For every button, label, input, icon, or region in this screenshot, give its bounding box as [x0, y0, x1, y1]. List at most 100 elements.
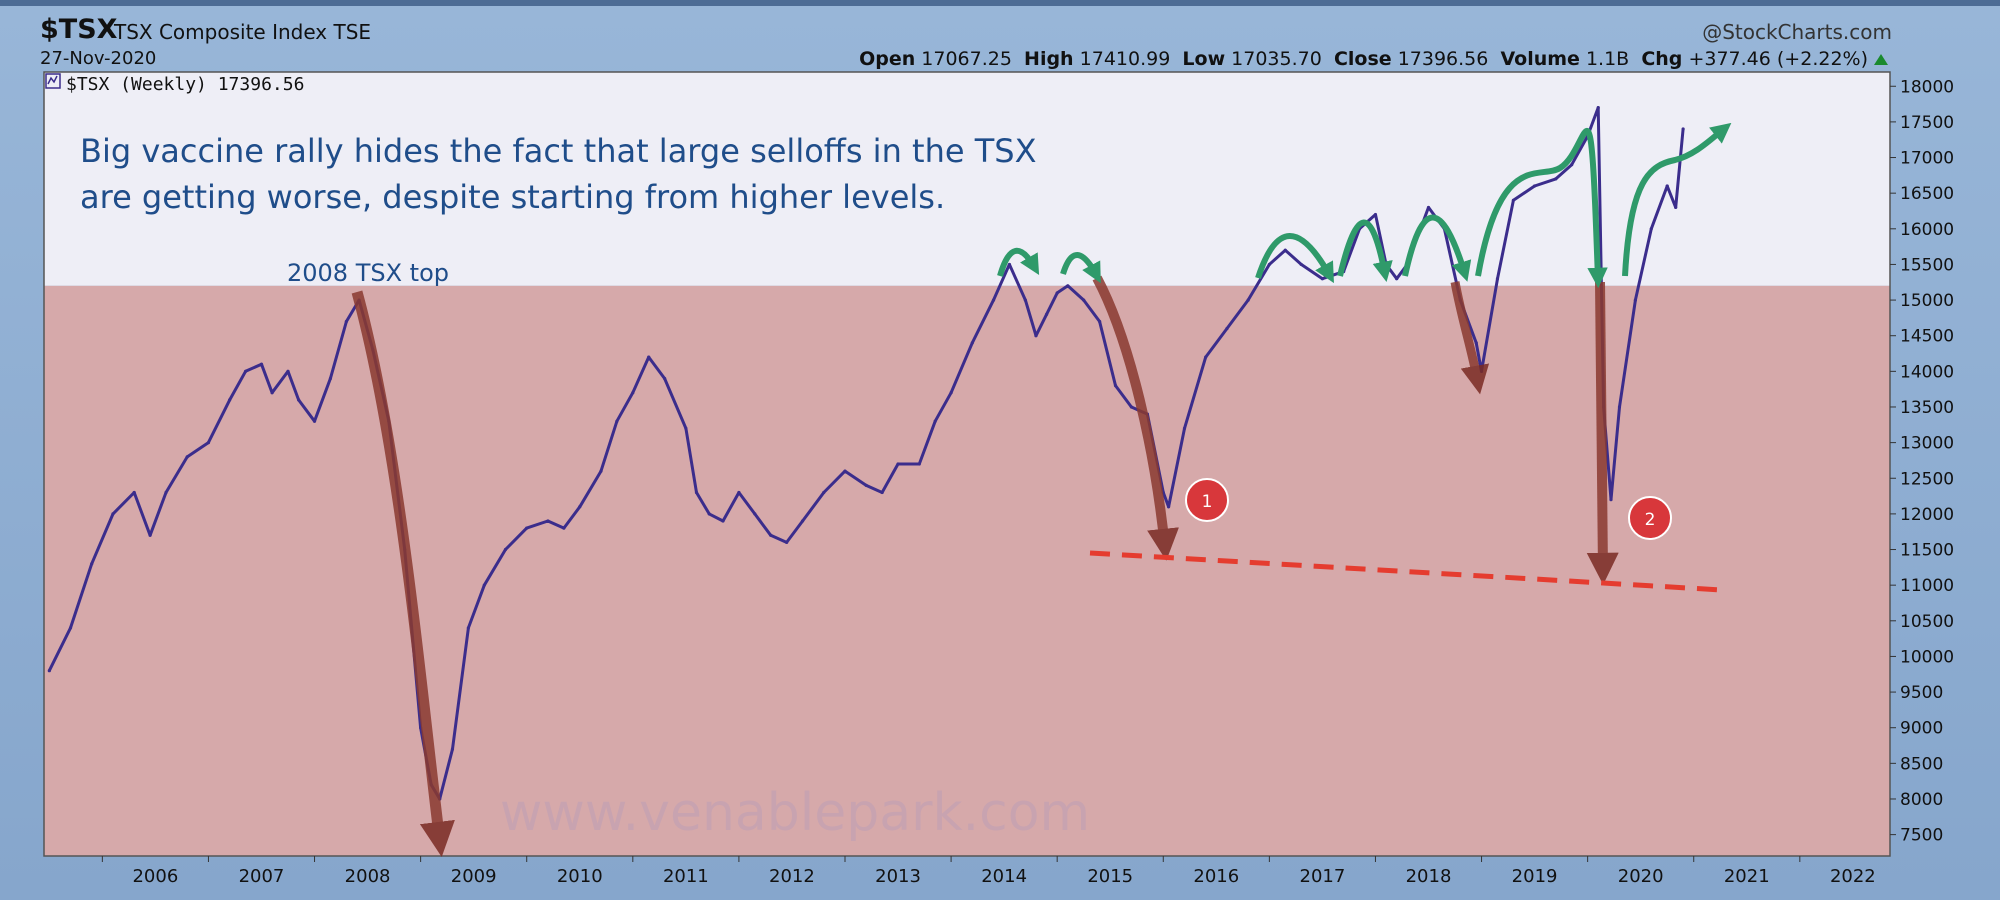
close-label: Close	[1333, 48, 1392, 70]
price-point	[270, 391, 274, 395]
price-point	[800, 519, 805, 523]
y-tick-label: 9000	[1900, 719, 1943, 739]
window-top-strip	[0, 0, 2000, 6]
price-point	[1681, 127, 1685, 131]
price-point	[663, 376, 667, 381]
price-point	[1511, 198, 1515, 202]
callout-2-badge	[1628, 496, 1672, 540]
price-point	[1320, 277, 1325, 281]
shaded-band	[44, 285, 1890, 856]
price-point	[917, 462, 921, 466]
price-point	[1633, 298, 1637, 302]
ohlc-bar: Open 17067.25 High 17410.99 Low 17035.70…	[700, 48, 1868, 70]
price-point	[228, 398, 232, 402]
x-tick-label: 2017	[1300, 866, 1346, 887]
price-point	[1267, 262, 1271, 267]
annotations: 1 2	[351, 122, 1732, 857]
price-point	[1570, 163, 1574, 167]
price-point	[647, 355, 651, 359]
callout-2-label: 2	[1645, 510, 1656, 530]
price-point	[684, 426, 688, 430]
up-arrow-icon	[1874, 54, 1888, 65]
volume-label: Volume	[1500, 48, 1580, 70]
y-tick-label: 8000	[1900, 790, 1943, 810]
high-label: High	[1024, 48, 1074, 70]
x-axis: 2006 2007 2008 2009 2010 2011 2012 2013 2014 2015…	[101, 856, 1876, 887]
price-point	[1007, 262, 1012, 267]
y-tick-label: 8500	[1900, 754, 1943, 774]
low-value: 17035.70	[1231, 48, 1322, 70]
x-tick-label: 2007	[239, 866, 285, 887]
chart-date: 27-Nov-2020	[40, 48, 157, 69]
index-name: TSX Composite Index TSE	[114, 20, 371, 44]
price-point	[286, 369, 290, 373]
price-point	[1426, 205, 1431, 210]
y-tick-label: 11000	[1900, 576, 1954, 596]
price-point	[933, 419, 937, 423]
price-point	[1082, 298, 1086, 302]
x-tick-label: 2006	[132, 866, 178, 887]
price-point	[132, 490, 136, 495]
top-arc-6	[1475, 128, 1608, 289]
rally-arrow	[1622, 122, 1732, 277]
price-point	[482, 583, 486, 587]
y-tick-label: 14000	[1900, 362, 1954, 382]
price-point	[525, 526, 529, 530]
support-trendline	[1089, 550, 1723, 593]
selloff-arrow-2020	[1586, 281, 1619, 585]
top-arc-3	[1255, 233, 1334, 284]
y-tick-label: 17500	[1900, 113, 1954, 133]
price-point	[1023, 298, 1027, 302]
price-point	[1098, 319, 1102, 324]
y-tick-label: 15500	[1900, 255, 1954, 275]
price-point	[949, 391, 953, 395]
legend: $TSX (Weekly) 17396.56	[45, 73, 304, 95]
price-point	[1554, 177, 1558, 181]
x-tick-label: 2010	[557, 866, 603, 887]
callout-1-label: 1	[1202, 492, 1213, 512]
price-point	[312, 419, 317, 423]
price-point	[707, 512, 711, 516]
price-point	[562, 526, 566, 530]
price-point	[546, 519, 550, 523]
plot-area	[43, 71, 1891, 857]
price-point	[769, 533, 773, 537]
price-point	[1395, 277, 1399, 281]
x-tick-label: 2016	[1193, 866, 1239, 887]
price-point	[466, 626, 470, 630]
price-point	[1204, 355, 1208, 359]
top-arc-5	[1402, 214, 1472, 282]
exchange-label: TSE	[333, 20, 372, 44]
callout-2: 2	[1628, 496, 1672, 540]
price-point	[1299, 262, 1303, 267]
close-value: 17396.56	[1397, 48, 1489, 70]
price-point	[328, 376, 333, 381]
y-tick-label: 17000	[1900, 149, 1954, 169]
chg-value: +377.46 (+2.22%)	[1688, 48, 1868, 70]
price-point	[1674, 205, 1678, 210]
price-point	[822, 490, 826, 495]
price-point	[1113, 384, 1118, 388]
x-tick-label: 2008	[345, 866, 391, 887]
price-point	[753, 512, 757, 516]
price-point	[785, 540, 789, 545]
price-point	[737, 490, 741, 495]
price-point	[68, 626, 73, 630]
symbol-label: $TSX	[40, 14, 118, 45]
price-point	[1044, 312, 1049, 316]
y-axis: 7500 8000 8500 9000 9500 10000 10500 11000 11500…	[1890, 77, 1954, 846]
price-point	[843, 469, 847, 473]
x-tick-label: 2020	[1618, 866, 1664, 887]
y-tick-label: 12000	[1900, 505, 1954, 525]
x-tick-label: 2021	[1724, 866, 1770, 887]
y-tick-label: 10000	[1900, 647, 1954, 667]
x-tick-label: 2022	[1830, 866, 1876, 887]
price-point	[164, 490, 168, 495]
y-tick-label: 12500	[1900, 469, 1954, 489]
price-point	[599, 469, 603, 473]
price-point	[1665, 184, 1669, 188]
price-point	[1055, 291, 1059, 295]
price-point	[1495, 277, 1500, 281]
x-tick-label: 2013	[875, 866, 921, 887]
